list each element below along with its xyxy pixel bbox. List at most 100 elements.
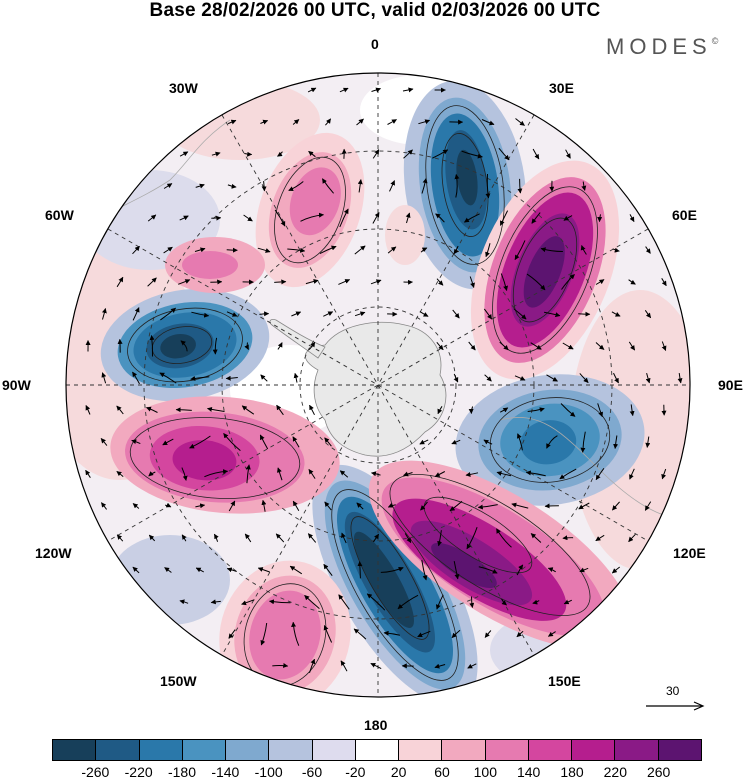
wind-vector (179, 151, 189, 157)
wind-vector (85, 405, 91, 415)
wind-vector (226, 247, 238, 253)
wind-vector (515, 118, 525, 126)
wind-vector (190, 375, 210, 381)
wind-vector (530, 342, 542, 350)
wind-vector (288, 181, 304, 191)
colorbar-tick-label: -60 (301, 764, 323, 780)
wind-vector (449, 500, 463, 512)
wind-vector (481, 119, 495, 126)
colorbar-tick-label: 20 (390, 764, 407, 780)
wind-vector (453, 561, 460, 580)
wind-vector (223, 433, 241, 451)
wind-vector (276, 404, 284, 416)
lon-label-30e: 30E (549, 80, 574, 96)
wind-vector (244, 151, 253, 157)
brand-mark: © (711, 36, 719, 46)
wind-vector (293, 372, 299, 383)
wind-vector (560, 403, 576, 417)
wind-vector (563, 599, 573, 605)
wind-vector (147, 214, 157, 222)
wind-vector (204, 469, 229, 478)
wind-vector (195, 183, 205, 189)
wind-vector (175, 407, 192, 413)
colorbar-segment (311, 740, 355, 760)
wind-vector (226, 567, 237, 573)
wind-vector (514, 375, 526, 381)
wind-vector (451, 629, 461, 639)
wind-vector (578, 311, 591, 317)
wind-vector (324, 437, 332, 447)
wind-vector (116, 276, 124, 288)
wind-vector (434, 471, 446, 477)
wind-vector (370, 662, 382, 670)
wind-vector (163, 246, 173, 254)
wind-vector (225, 375, 238, 381)
wind-vector (181, 534, 187, 542)
wind-vector (612, 247, 620, 253)
wind-vector (527, 407, 545, 413)
wind-vector (467, 663, 477, 669)
wind-vector (420, 247, 428, 253)
colorbar-segment (181, 740, 226, 760)
wind-vector (292, 436, 300, 448)
wind-vector (101, 502, 107, 510)
wind-vector (498, 147, 510, 161)
colorbar-segment (95, 740, 139, 760)
colorbar-tick-label: -220 (124, 764, 153, 780)
wind-vector (291, 621, 300, 646)
wind-vector (339, 87, 349, 93)
wind-vector (164, 567, 172, 573)
wind-vector (305, 279, 319, 285)
wind-vector (357, 179, 363, 193)
wind-vector (325, 118, 332, 126)
wind-vector (513, 308, 527, 320)
wind-vector (287, 247, 306, 253)
wind-vector (380, 566, 404, 573)
wind-vector (611, 311, 621, 317)
colorbar-tick-label: 220 (603, 764, 628, 780)
colorbar (52, 739, 702, 761)
wind-vector (419, 311, 429, 317)
wind-vector (453, 373, 459, 383)
wind-vector (478, 566, 498, 574)
wind-vector (432, 149, 449, 159)
lon-label-60w: 60W (45, 207, 74, 223)
wind-vector (132, 307, 140, 321)
wind-vector (307, 533, 317, 543)
wind-vector (274, 279, 287, 285)
wind-vector (516, 564, 524, 576)
wind-vector (645, 436, 651, 448)
wind-vector (370, 279, 382, 285)
wind-vector (611, 566, 621, 574)
wind-vector (435, 213, 445, 223)
colorbar-tick-label: 100 (473, 764, 498, 780)
wind-vector (645, 246, 651, 254)
wind-vector (309, 658, 316, 673)
reference-arrow-icon (646, 701, 705, 711)
wind-vector (402, 87, 414, 93)
wind-vector (241, 405, 255, 415)
wind-vector (227, 119, 237, 125)
wind-vector (189, 435, 211, 449)
wind-vector (501, 598, 507, 606)
wind-vector (307, 87, 317, 93)
wind-vector (269, 599, 291, 605)
colorbar-tick-label: -20 (345, 764, 366, 780)
wind-vector (228, 500, 236, 512)
meridians (66, 73, 690, 697)
anomaly-region (182, 251, 238, 279)
wind-vector (387, 246, 397, 254)
wind-vector (469, 276, 475, 288)
wind-vector (484, 374, 492, 382)
wind-vector (465, 472, 479, 477)
wind-vector (403, 149, 413, 159)
wind-vector (162, 438, 174, 446)
wind-vector (532, 599, 540, 605)
wind-vector (420, 501, 428, 511)
wind-vector (499, 210, 509, 226)
lon-label-0: 0 (371, 36, 379, 52)
wind-vector (159, 372, 177, 384)
colorbar-tick-label: 180 (560, 764, 584, 780)
wind-vector (516, 630, 524, 638)
wind-vector (597, 214, 603, 223)
